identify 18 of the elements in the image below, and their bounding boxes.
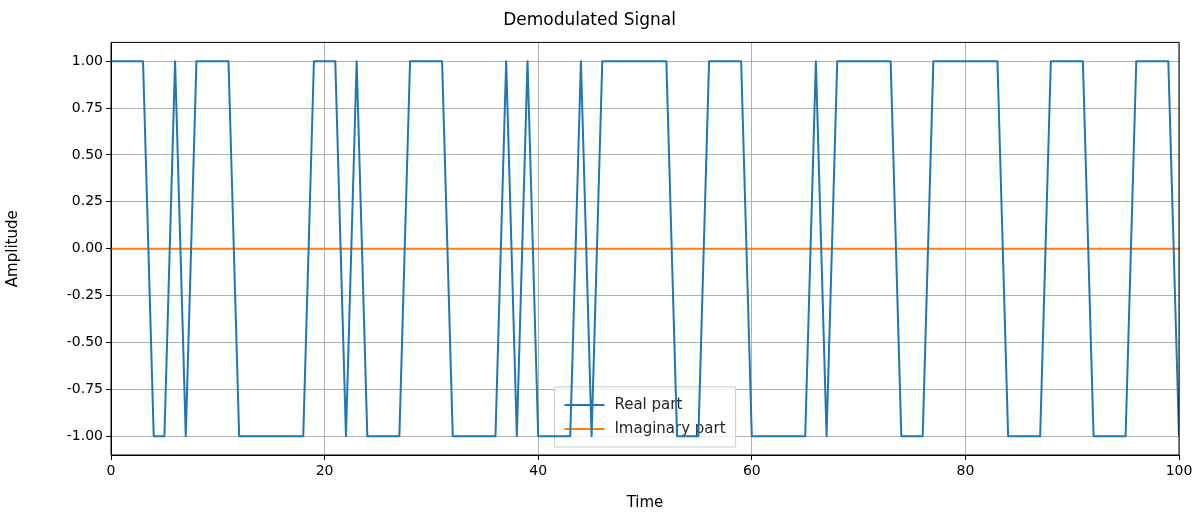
y-tick-label: 0.75 (71, 98, 103, 115)
x-tick-label: 60 (742, 462, 761, 479)
y-tick-label: -1.00 (66, 426, 103, 443)
y-tick-label: -0.25 (66, 286, 103, 303)
chart-title: Demodulated Signal (503, 8, 676, 29)
x-axis-title: Time (625, 492, 664, 511)
x-tick-label: 40 (529, 462, 548, 479)
y-tick-label: -0.75 (66, 380, 103, 396)
x-tick-label: 0 (106, 462, 116, 479)
x-tick-label: 80 (956, 462, 975, 479)
y-tick-label: -0.50 (66, 333, 103, 350)
y-axis-title: Amplitude (2, 210, 21, 288)
y-tick-label: 0.50 (71, 145, 103, 162)
y-tick-label: 0.00 (71, 239, 103, 256)
x-tick-label: 20 (315, 462, 334, 479)
y-tick-label: 1.00 (71, 51, 103, 68)
x-tick-label: 100 (1165, 462, 1193, 479)
y-tick-label: 0.25 (71, 192, 103, 209)
